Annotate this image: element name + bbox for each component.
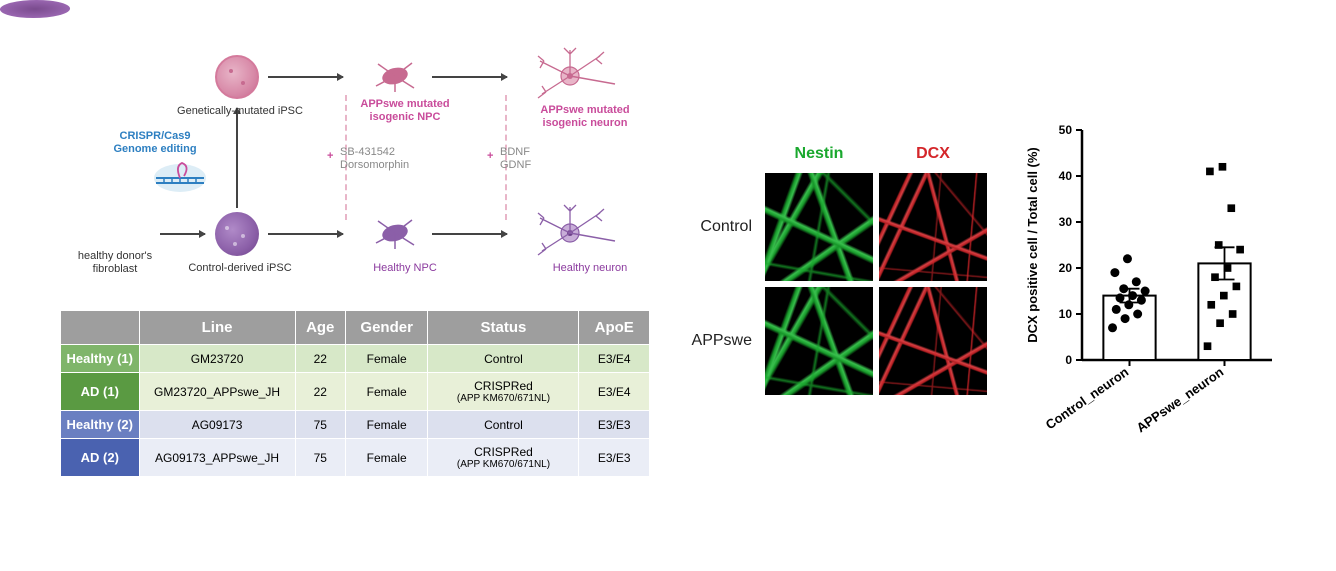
svg-text:10: 10 (1059, 307, 1073, 321)
mutated-npc-label: APPswe mutated isogenic NPC (350, 98, 460, 124)
cell-age: 22 (295, 345, 345, 373)
mutated-neuron-label: APPswe mutated isogenic neuron (530, 104, 640, 130)
micro-control-nestin (765, 173, 873, 281)
table-row: Healthy (2) AG09173 75 Female Control E3… (61, 411, 650, 439)
micro-appswe-nestin (765, 287, 873, 395)
table-header: Age (295, 311, 345, 345)
dcx-label: DCX (916, 145, 950, 163)
control-row-label: Control (700, 218, 760, 236)
cell-line: AG09173_APPswe_JH (139, 439, 295, 477)
svg-text:40: 40 (1059, 169, 1073, 183)
crispr-icon (150, 158, 210, 198)
row-label: Healthy (2) (61, 411, 140, 439)
healthy-neuron-label: Healthy neuron (540, 262, 640, 275)
cell-lines-table: Line Age Gender Status ApoE Healthy (1) … (60, 310, 650, 477)
status-sub: (APP KM670/671NL) (432, 393, 574, 404)
table-row: AD (1) GM23720_APPswe_JH 22 Female CRISP… (61, 373, 650, 411)
crispr-label: CRISPR/Cas9 Genome editing (100, 130, 210, 156)
cell-status: Control (428, 345, 579, 373)
status-text: Control (484, 352, 523, 366)
cell-apoe: E3/E4 (579, 373, 650, 411)
nestin-label: Nestin (795, 145, 844, 163)
cell-status: Control (428, 411, 579, 439)
factors-1-label: SB-431542 Dorsomorphin (340, 146, 430, 172)
fibroblast-icon (0, 0, 72, 18)
micro-appswe-dcx (879, 287, 987, 395)
table-header: Gender (345, 311, 428, 345)
arrow-icon (432, 233, 507, 235)
healthy-npc-label: Healthy NPC (360, 262, 450, 275)
cell-gender: Female (345, 373, 428, 411)
arrow-icon (268, 76, 343, 78)
arrow-icon (432, 76, 507, 78)
chart-panel: 0 10 20 30 40 50 DCX positive cell / Total cel… (1020, 0, 1336, 571)
cell-gender: Female (345, 411, 428, 439)
table-header (61, 311, 140, 345)
healthy-neuron-icon (530, 203, 620, 263)
plus-sign: + (487, 150, 493, 163)
cell-status: CRISPRed (APP KM670/671NL) (428, 373, 579, 411)
flowchart: healthy donor's fibroblast Control-deriv… (0, 0, 660, 305)
table-header-row: Line Age Gender Status ApoE (61, 311, 650, 345)
mutated-npc-icon (370, 58, 420, 94)
cell-apoe: E3/E4 (579, 345, 650, 373)
svg-text:30: 30 (1059, 215, 1073, 229)
control-ipsc-label: Control-derived iPSC (185, 262, 295, 275)
cell-line: GM23720_APPswe_JH (139, 373, 295, 411)
row-label: AD (1) (61, 373, 140, 411)
svg-text:APPswe_neuron: APPswe_neuron (1134, 364, 1227, 435)
workflow-panel: healthy donor's fibroblast Control-deriv… (0, 0, 660, 571)
mutated-neuron-icon (530, 46, 620, 106)
status-text: CRISPRed (474, 379, 533, 393)
arrow-icon (160, 233, 205, 235)
mutated-ipsc-icon (215, 55, 259, 99)
fibroblast-label: healthy donor's fibroblast (70, 250, 160, 276)
control-ipsc-icon (215, 212, 259, 256)
cell-line: GM23720 (139, 345, 295, 373)
cell-gender: Female (345, 345, 428, 373)
factors-2-label: BDNF GDNF (500, 146, 560, 172)
microscopy-panel: Nestin DCX Control APPswe (660, 0, 1020, 571)
arrow-icon (236, 108, 238, 208)
dcx-bar-chart: 0 10 20 30 40 50 DCX positive cell / Total cel… (1020, 120, 1282, 480)
row-label: AD (2) (61, 439, 140, 477)
status-text: CRISPRed (474, 445, 533, 459)
row-label: Healthy (1) (61, 345, 140, 373)
arrow-icon (268, 233, 343, 235)
svg-text:DCX positive cell / Total cell: DCX positive cell / Total cell (%) (1025, 147, 1040, 343)
status-text: Control (484, 418, 523, 432)
cell-age: 22 (295, 373, 345, 411)
cell-apoe: E3/E3 (579, 411, 650, 439)
micro-control-dcx (879, 173, 987, 281)
appswe-row-label: APPswe (692, 332, 760, 350)
cell-gender: Female (345, 439, 428, 477)
table-header: Status (428, 311, 579, 345)
table-row: AD (2) AG09173_APPswe_JH 75 Female CRISP… (61, 439, 650, 477)
cell-age: 75 (295, 411, 345, 439)
table-row: Healthy (1) GM23720 22 Female Control E3… (61, 345, 650, 373)
cell-age: 75 (295, 439, 345, 477)
status-sub: (APP KM670/671NL) (432, 459, 574, 470)
cell-apoe: E3/E3 (579, 439, 650, 477)
mutated-ipsc-label: Genetically-mutated iPSC (175, 105, 305, 118)
plus-sign: + (327, 150, 333, 163)
svg-text:50: 50 (1059, 123, 1073, 137)
svg-text:Control_neuron: Control_neuron (1043, 364, 1132, 432)
svg-text:0: 0 (1065, 353, 1072, 367)
svg-text:20: 20 (1059, 261, 1073, 275)
table-header: ApoE (579, 311, 650, 345)
cell-status: CRISPRed (APP KM670/671NL) (428, 439, 579, 477)
table-header: Line (139, 311, 295, 345)
healthy-npc-icon (370, 215, 420, 251)
cell-line: AG09173 (139, 411, 295, 439)
